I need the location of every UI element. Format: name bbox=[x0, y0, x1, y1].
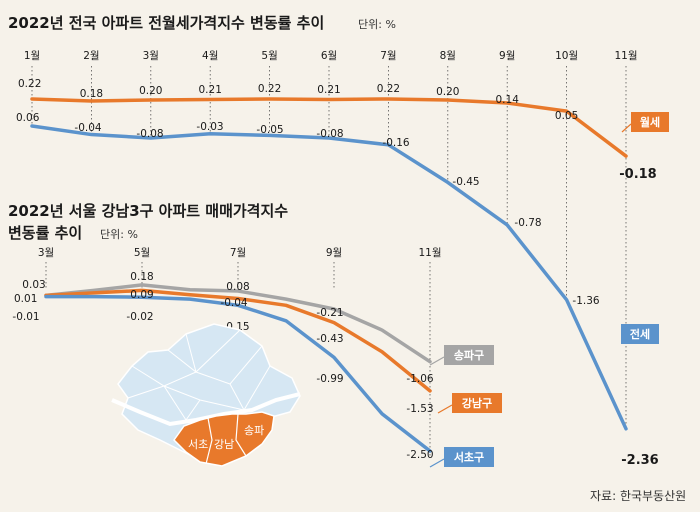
top-value-label-monthly-rent: 0.14 bbox=[496, 94, 520, 106]
top-chart-title: 2022년 전국 아파트 전월세가격지수 변동률 추이 bbox=[8, 14, 324, 32]
bottom-chart-title-line1: 2022년 서울 강남3구 아파트 매매가격지수 bbox=[8, 202, 288, 220]
map-label-songpa: 송파 bbox=[244, 424, 264, 437]
bottom-value-label: 0.03 bbox=[22, 279, 45, 291]
top-series-tag-leader bbox=[621, 123, 632, 133]
bottom-value-label: -1.53 bbox=[406, 403, 433, 415]
top-value-label-jeonse: -0.78 bbox=[514, 217, 541, 229]
top-month-label: 6월 bbox=[321, 50, 337, 62]
bottom-month-label: 7월 bbox=[230, 247, 246, 259]
top-value-label-jeonse: -0.04 bbox=[74, 122, 101, 134]
bottom-value-label: 0.08 bbox=[226, 281, 249, 293]
top-value-label-jeonse: -0.08 bbox=[316, 128, 343, 140]
bottom-value-label: 0.18 bbox=[130, 271, 153, 283]
top-value-label-monthly-rent: 0.21 bbox=[317, 84, 340, 96]
top-month-label: 3월 bbox=[143, 50, 159, 62]
top-value-label-jeonse: -1.36 bbox=[572, 295, 599, 307]
bottom-value-label: -0.21 bbox=[316, 307, 343, 319]
top-month-label: 4월 bbox=[202, 50, 218, 62]
bottom-month-label: 9월 bbox=[326, 247, 342, 259]
top-series-line-monthly-rent bbox=[30, 97, 628, 158]
bottom-series-tag-gangnam bbox=[452, 393, 502, 413]
bottom-series-tag-label-songpa: 송파구 bbox=[454, 348, 484, 362]
map-label-seocho: 서초 bbox=[188, 438, 208, 451]
seoul-map: 서초 강남 송파 bbox=[111, 323, 301, 467]
gangnam3-district-borders bbox=[205, 413, 247, 465]
top-value-label-monthly-rent: 0.22 bbox=[18, 78, 41, 90]
bottom-series-tag-seocho bbox=[444, 447, 494, 467]
bottom-series-tag-label-seocho: 서초구 bbox=[454, 450, 484, 464]
bottom-series-tag-leader bbox=[429, 356, 445, 366]
bottom-chart: 3월 5월 7월 9월 11월 0.03 0.18 0.08 -0.21 -1.06 0.01 0.0… bbox=[12, 247, 502, 468]
top-month-label: 7월 bbox=[380, 50, 396, 62]
top-value-label-monthly-rent: 0.20 bbox=[436, 86, 459, 98]
top-chart-unit: 단위: % bbox=[358, 18, 396, 31]
bottom-series-tag-leader bbox=[429, 458, 445, 468]
bottom-value-label: -1.06 bbox=[406, 373, 433, 385]
top-month-label: 8월 bbox=[440, 50, 456, 62]
bottom-value-label: -0.02 bbox=[126, 311, 153, 323]
bottom-value-label: -0.43 bbox=[316, 333, 343, 345]
top-value-label-monthly-rent: 0.22 bbox=[258, 83, 281, 95]
top-value-label-monthly-rent: 0.18 bbox=[80, 88, 103, 100]
bottom-chart-unit: 단위: % bbox=[100, 228, 138, 241]
bottom-value-label: -2.50 bbox=[406, 449, 433, 461]
top-value-label-monthly-rent: 0.21 bbox=[199, 84, 222, 96]
top-value-label-monthly-rent: 0.05 bbox=[555, 110, 578, 122]
top-value-label-jeonse: -0.08 bbox=[136, 128, 163, 140]
bottom-value-label: -0.04 bbox=[220, 297, 247, 309]
bottom-series-tag-leader bbox=[437, 404, 453, 414]
bottom-month-label: 3월 bbox=[38, 247, 54, 259]
top-value-label-monthly-rent: 0.20 bbox=[139, 85, 162, 97]
bottom-value-label: 0.01 bbox=[14, 293, 37, 305]
bottom-series-tag-label-gangnam: 강남구 bbox=[462, 396, 492, 410]
bottom-month-label: 11월 bbox=[418, 247, 441, 259]
gangnam3-districts bbox=[173, 411, 275, 467]
top-end-value-jeonse: -2.36 bbox=[621, 453, 658, 468]
bottom-series-line bbox=[44, 288, 432, 393]
top-series-tag-monthly-rent bbox=[631, 112, 669, 132]
top-series-tag-label-jeonse: 전세 bbox=[630, 327, 650, 341]
top-month-label: 10월 bbox=[555, 50, 578, 62]
top-month-label: 9월 bbox=[499, 50, 515, 62]
top-value-label-monthly-rent: 0.22 bbox=[377, 83, 400, 95]
bottom-series-line bbox=[44, 283, 432, 364]
top-series-line-jeonse bbox=[30, 124, 628, 431]
top-series-tag-label-monthly-rent: 월세 bbox=[640, 115, 660, 129]
top-series-tag-jeonse bbox=[621, 324, 659, 344]
bottom-value-label: -0.01 bbox=[12, 311, 39, 323]
top-value-label-jeonse: -0.03 bbox=[196, 121, 223, 133]
top-month-label: 2월 bbox=[83, 50, 99, 62]
bottom-chart-title-line2: 변동률 추이 bbox=[8, 224, 82, 242]
top-month-label: 11월 bbox=[614, 50, 637, 62]
bottom-month-label: 5월 bbox=[134, 247, 150, 259]
top-value-label-jeonse: -0.16 bbox=[382, 137, 409, 149]
top-month-label: 5월 bbox=[261, 50, 277, 62]
bottom-value-label: 0.09 bbox=[130, 289, 153, 301]
source-note: 자료: 한국부동산원 bbox=[590, 489, 686, 503]
top-end-value-monthly-rent: -0.18 bbox=[619, 167, 656, 182]
top-chart: 1월 2월 3월 4월 5월 6월 7월 8월 9월 10월 11월 0.22 0.18 0.20 0.21… bbox=[16, 50, 669, 468]
bottom-series-line bbox=[44, 294, 432, 453]
top-value-label-jeonse: 0.06 bbox=[16, 112, 40, 124]
top-value-label-jeonse: -0.45 bbox=[452, 176, 479, 188]
top-value-label-jeonse: -0.05 bbox=[256, 124, 283, 136]
top-month-label: 1월 bbox=[24, 50, 40, 62]
bottom-series-tag-songpa bbox=[444, 345, 494, 365]
bottom-value-label: -0.99 bbox=[316, 373, 343, 385]
map-label-gangnam: 강남 bbox=[214, 438, 234, 451]
